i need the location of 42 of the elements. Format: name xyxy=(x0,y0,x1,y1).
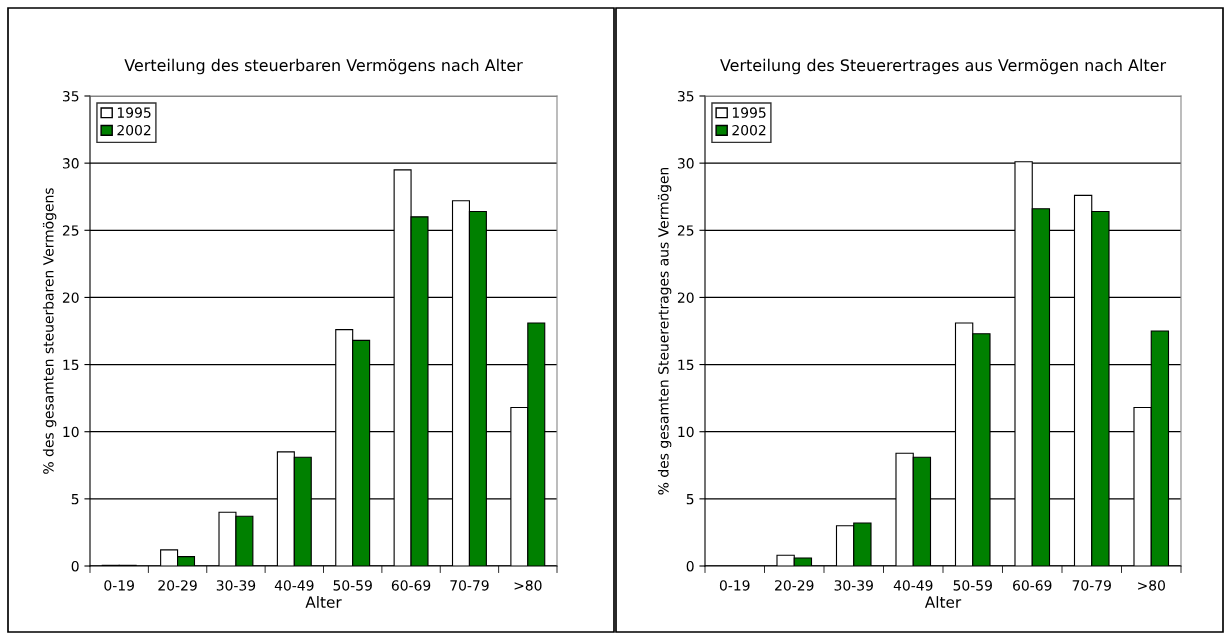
x-tick-label: 50-59 xyxy=(333,580,372,591)
y-tick-label: 30 xyxy=(677,158,694,169)
chart-title: Verteilung des Steuerertrages aus Vermögen nach Alter xyxy=(720,58,1167,75)
x-tick-label: 0-19 xyxy=(104,580,134,591)
x-tick-label: 20-29 xyxy=(775,580,814,591)
y-tick-label: 5 xyxy=(686,494,694,505)
x-tick-label: 30-39 xyxy=(834,580,873,591)
y-tick-label: 0 xyxy=(71,560,79,572)
chart-title: Verteilung des steuerbaren Vermögens nach Alter xyxy=(124,58,523,75)
x-tick-label: 40-49 xyxy=(274,580,314,591)
x-tick-label: 60-69 xyxy=(1013,580,1052,591)
y-tick-label: 15 xyxy=(63,359,79,371)
y-axis-title: % des gesamten steuerbaren Vermögens xyxy=(42,188,57,474)
x-tick-label: 70-79 xyxy=(1072,580,1111,591)
legend-label: 1995 xyxy=(117,107,151,118)
y-tick-label: 5 xyxy=(71,494,79,505)
x-tick-label: 0-19 xyxy=(719,580,750,591)
legend-label: 1995 xyxy=(732,107,766,118)
y-tick-label: 35 xyxy=(62,90,79,102)
x-tick-label: 30-39 xyxy=(216,580,256,591)
x-tick-label: >80 xyxy=(1138,580,1165,591)
y-tick-label: 10 xyxy=(63,426,79,438)
y-tick-label: 30 xyxy=(62,158,79,169)
y-tick-label: 25 xyxy=(62,225,79,236)
y-axis-title: % des gesamten Steuerertrages aus Vermögen xyxy=(657,167,672,495)
legend-label: 2002 xyxy=(117,124,151,136)
y-tick-label: 25 xyxy=(677,225,694,236)
x-tick-label: >80 xyxy=(514,580,542,591)
x-axis-title: Alter xyxy=(924,596,962,608)
x-tick-label: 20-29 xyxy=(158,580,197,591)
x-tick-label: 60-69 xyxy=(391,580,431,591)
x-tick-label: 40-49 xyxy=(893,580,933,591)
y-tick-label: 15 xyxy=(678,359,694,371)
y-tick-label: 10 xyxy=(678,426,694,438)
legend-label: 2002 xyxy=(732,124,766,136)
x-axis-title: Alter xyxy=(305,596,342,608)
y-tick-label: 20 xyxy=(677,292,694,303)
y-tick-label: 35 xyxy=(677,90,694,102)
x-tick-label: 70-79 xyxy=(450,580,489,591)
y-tick-label: 0 xyxy=(686,560,694,572)
x-tick-label: 50-59 xyxy=(953,580,992,591)
y-tick-label: 20 xyxy=(62,292,79,303)
